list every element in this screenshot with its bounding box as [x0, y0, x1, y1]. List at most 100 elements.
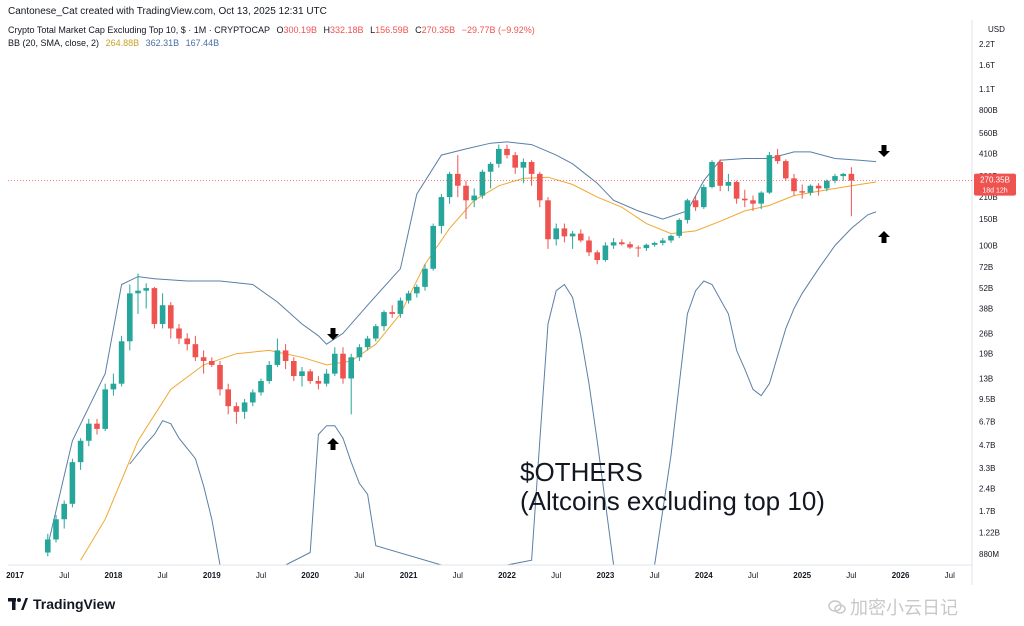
candle-up: [118, 341, 125, 384]
candle-up: [520, 161, 527, 168]
candle-up: [676, 219, 682, 236]
candle-up: [266, 364, 272, 382]
y-tick-label: 72B: [979, 263, 993, 272]
candle-down: [217, 364, 223, 390]
ohlc-close-label: C: [415, 25, 422, 35]
bb-label: BB (20, SMA, close, 2): [8, 38, 100, 48]
x-tick-label: 2024: [695, 571, 713, 580]
candle-down: [307, 371, 313, 382]
x-tick-label: Jul: [354, 571, 364, 580]
tradingview-logo-text: TradingView: [33, 596, 116, 612]
candle-down: [463, 185, 469, 201]
candle-down: [692, 200, 699, 208]
x-tick-label: 2020: [301, 571, 319, 580]
watermark: 加密小云日记: [828, 594, 958, 620]
x-tick-label: 2018: [105, 571, 123, 580]
x-tick-label: 2025: [793, 571, 811, 580]
y-tick-label: 1.6T: [979, 61, 995, 70]
tradingview-logo[interactable]: TradingView: [8, 596, 115, 612]
y-tick-label: 100B: [979, 241, 998, 250]
candle-up: [446, 173, 453, 198]
candle-down: [192, 344, 199, 358]
candle-down: [233, 406, 240, 412]
bb-upper-line: [47, 141, 877, 546]
bollinger-bands: [47, 141, 877, 566]
candle-up: [127, 293, 133, 342]
current-price-badge: [974, 173, 1016, 196]
candle-up: [69, 462, 76, 504]
candle-down: [151, 288, 158, 324]
candle-up: [701, 187, 707, 208]
y-tick-label: 410B: [979, 150, 998, 159]
y-tick-label: 2.4B: [979, 485, 995, 494]
candle-down: [537, 173, 543, 201]
x-tick-label: Jul: [453, 571, 463, 580]
candle-down: [176, 328, 182, 339]
candle-down: [455, 173, 461, 186]
candle-down: [733, 181, 740, 199]
candle-up: [487, 163, 494, 172]
candle-up: [61, 503, 67, 520]
x-tick-label: Jul: [846, 571, 856, 580]
candle-down: [200, 357, 207, 361]
y-tick-label: 52B: [979, 284, 993, 293]
current-price-text: 270.35B: [980, 176, 1010, 185]
candle-down: [791, 178, 797, 192]
bb-basis-value: 264.88B: [105, 38, 140, 48]
candle-up: [709, 161, 715, 188]
bb-upper-value: 362.31B: [145, 38, 180, 48]
candle-up: [553, 228, 559, 240]
candle-up: [471, 195, 477, 201]
x-tick-label: 2023: [597, 571, 615, 580]
wechat-icon: [828, 600, 846, 614]
candle-down: [209, 360, 215, 365]
y-tick-label: 6.7B: [979, 418, 995, 427]
candle-down: [578, 233, 584, 241]
symbol-legend: Crypto Total Market Cap Excluding Top 10…: [8, 25, 535, 35]
x-tick-label: 2021: [400, 571, 418, 580]
y-tick-label: 1.7B: [979, 507, 995, 516]
y-tick-label: 4.7B: [979, 441, 995, 450]
annotation-subtitle: (Altcoins excluding top 10): [520, 486, 825, 516]
bb-lower-value: 167.44B: [185, 38, 220, 48]
candle-up: [299, 371, 305, 377]
y-tick-label: 560B: [979, 129, 998, 138]
candle-down: [389, 312, 395, 314]
candle-up: [651, 242, 658, 245]
x-tick-label: Jul: [59, 571, 69, 580]
ohlc-high-label: H: [323, 25, 331, 35]
candle-down: [848, 173, 855, 181]
candle-up: [110, 383, 117, 390]
y-tick-label: 150B: [979, 215, 998, 224]
candle-down: [774, 155, 781, 162]
candle-up: [53, 519, 59, 540]
arrow-down-2025-top: [878, 145, 890, 157]
candle-up: [241, 402, 248, 412]
candle-down: [315, 381, 322, 384]
candle-down: [512, 155, 518, 168]
candle-down: [225, 389, 231, 407]
ohlc-high-value: 332.18B: [330, 25, 364, 35]
candle-up: [766, 155, 773, 193]
candle-up: [356, 347, 363, 358]
candle-down: [168, 305, 174, 329]
candle-up: [45, 539, 51, 553]
ohlc-change: −29.77B (−9.92%): [461, 25, 535, 35]
candle-up: [602, 245, 609, 261]
candle-down: [619, 242, 625, 245]
x-tick-label: Jul: [945, 571, 955, 580]
x-tick-label: 2026: [892, 571, 910, 580]
candle-up: [414, 286, 420, 294]
candle-down: [528, 161, 535, 174]
candle-up: [684, 200, 691, 220]
candle-up: [840, 173, 846, 177]
candle-up: [496, 148, 502, 164]
x-tick-label: 2017: [6, 571, 24, 580]
candle-up: [479, 171, 486, 196]
candle-up: [610, 242, 617, 246]
ohlc-low-label: L: [370, 25, 376, 35]
candle-up: [258, 381, 264, 393]
candle-up: [348, 357, 354, 379]
candle-down: [799, 191, 805, 193]
